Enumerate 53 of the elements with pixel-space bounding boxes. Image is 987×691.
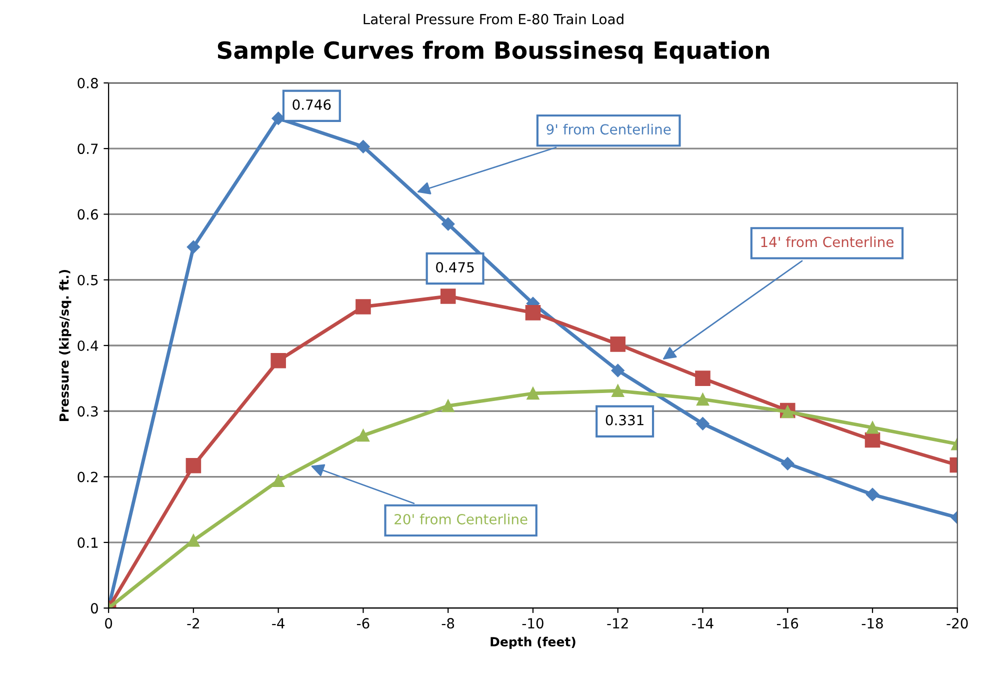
y-tick-label: 0.5 (78, 274, 98, 286)
text: 20' from Centerline (394, 514, 528, 524)
y-tick-label: 0.8 (78, 78, 98, 88)
x-tick-label: -16 (776, 618, 798, 629)
point (440, 288, 456, 304)
point (866, 488, 880, 502)
x-tick-label: 0 (105, 618, 112, 629)
point (696, 393, 709, 406)
y-tick-label: 0.1 (78, 537, 98, 548)
y-tick-label: 0.3 (78, 406, 98, 417)
x-tick-label: -12 (607, 618, 628, 628)
point (186, 240, 200, 254)
point (270, 352, 286, 368)
chart-title: Sample Curves from Boussinesq Equation (218, 40, 769, 64)
y-tick-label: 0.6 (78, 209, 98, 220)
point (442, 400, 454, 412)
annotation: 0.746 (292, 99, 331, 110)
x-tick-label: -8 (442, 618, 454, 629)
annotation: 0.475 (436, 262, 474, 273)
annotation: 0.331 (606, 414, 644, 426)
y-tick-label: 0.7 (78, 144, 98, 154)
x-tick-label: -14 (692, 618, 714, 628)
point (781, 406, 794, 418)
text: 14' from Centerline (761, 236, 894, 248)
point (866, 421, 879, 434)
point (187, 534, 200, 547)
x-tick-label: -6 (356, 618, 370, 629)
x-tick-label: -10 (522, 618, 544, 629)
x-tick-label: -4 (272, 618, 284, 628)
point (356, 429, 370, 442)
point (611, 364, 624, 378)
text: 9' from Centerline (546, 124, 671, 135)
y-tick-label: 0 (90, 603, 98, 614)
x-tick-label: -20 (946, 618, 968, 629)
point (781, 457, 794, 470)
point (695, 370, 710, 386)
point (442, 217, 455, 231)
x-tick-label: -2 (187, 618, 199, 628)
x-tick-label: -18 (862, 618, 883, 629)
point (272, 474, 285, 487)
point (696, 417, 710, 430)
point (610, 336, 626, 352)
y-tick-label: 0.2 (78, 472, 98, 482)
point (356, 140, 370, 154)
point (186, 458, 202, 474)
chart-subtitle: Lateral Pressure From E-80 Train Load (364, 14, 624, 24)
y-axis-title: Pressure (kips/sq. ft.) (59, 270, 72, 421)
x-axis-title: Depth (feet) (490, 636, 576, 649)
point (526, 387, 540, 400)
point (612, 384, 624, 398)
y-tick-label: 0.4 (78, 340, 98, 351)
point (525, 305, 541, 320)
point (356, 299, 371, 314)
